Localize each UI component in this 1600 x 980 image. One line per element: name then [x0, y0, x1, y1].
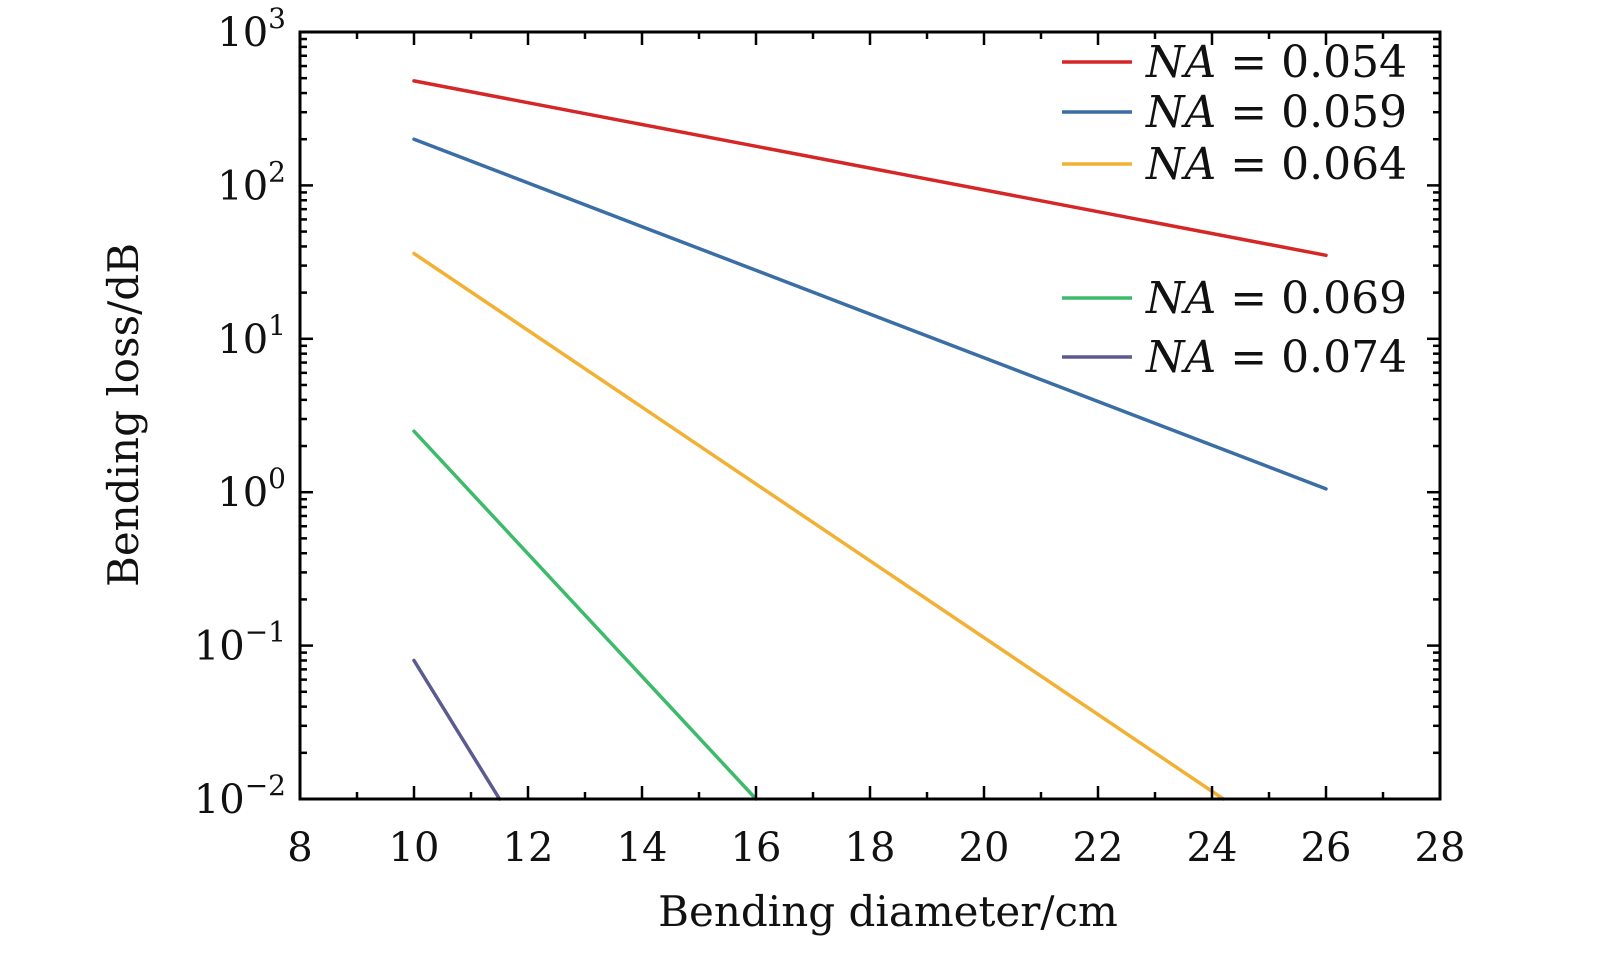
y-tick-label: 10−1 — [194, 616, 286, 670]
y-tick-label: 103 — [217, 2, 286, 56]
legend-label: NA = 0.064 — [1145, 139, 1407, 190]
x-tick-label: 16 — [731, 825, 782, 871]
x-tick-label: 24 — [1187, 825, 1238, 871]
legend-label: NA = 0.074 — [1145, 332, 1407, 383]
legend-label: NA = 0.054 — [1145, 37, 1407, 88]
y-tick-label: 102 — [217, 155, 286, 209]
x-tick-label: 28 — [1415, 825, 1466, 871]
series-line-0069 — [412, 429, 758, 801]
series-layer — [412, 79, 1328, 801]
y-tick-label: 101 — [217, 309, 286, 363]
x-tick-label: 26 — [1301, 825, 1352, 871]
x-axis-title: Bending diameter/cm — [658, 887, 1118, 936]
x-tick-label: 10 — [389, 825, 440, 871]
x-tick-label: 12 — [503, 825, 554, 871]
y-tick-label: 100 — [217, 462, 286, 516]
series-line-0059 — [412, 137, 1328, 491]
legend-label: NA = 0.059 — [1145, 87, 1407, 138]
tick-label-layer: 8 10 12 14 16 18 20 22 24 26 28 10−2 10−1 100 101 102 10… — [194, 2, 1466, 871]
x-tick-label: 18 — [845, 825, 896, 871]
tick-layer — [298, 30, 1442, 801]
x-tick-label: 22 — [1073, 825, 1124, 871]
x-tick-label: 20 — [959, 825, 1010, 871]
y-axis-title: Bending loss/dB — [99, 243, 148, 587]
y-tick-label: 10−2 — [194, 769, 286, 823]
series-line-0054 — [412, 79, 1328, 258]
legend-label: NA = 0.069 — [1145, 273, 1407, 324]
x-tick-label: 8 — [287, 825, 312, 871]
x-tick-label: 14 — [617, 825, 668, 871]
series-line-0074 — [412, 658, 502, 801]
series-line-0064 — [412, 251, 1226, 801]
